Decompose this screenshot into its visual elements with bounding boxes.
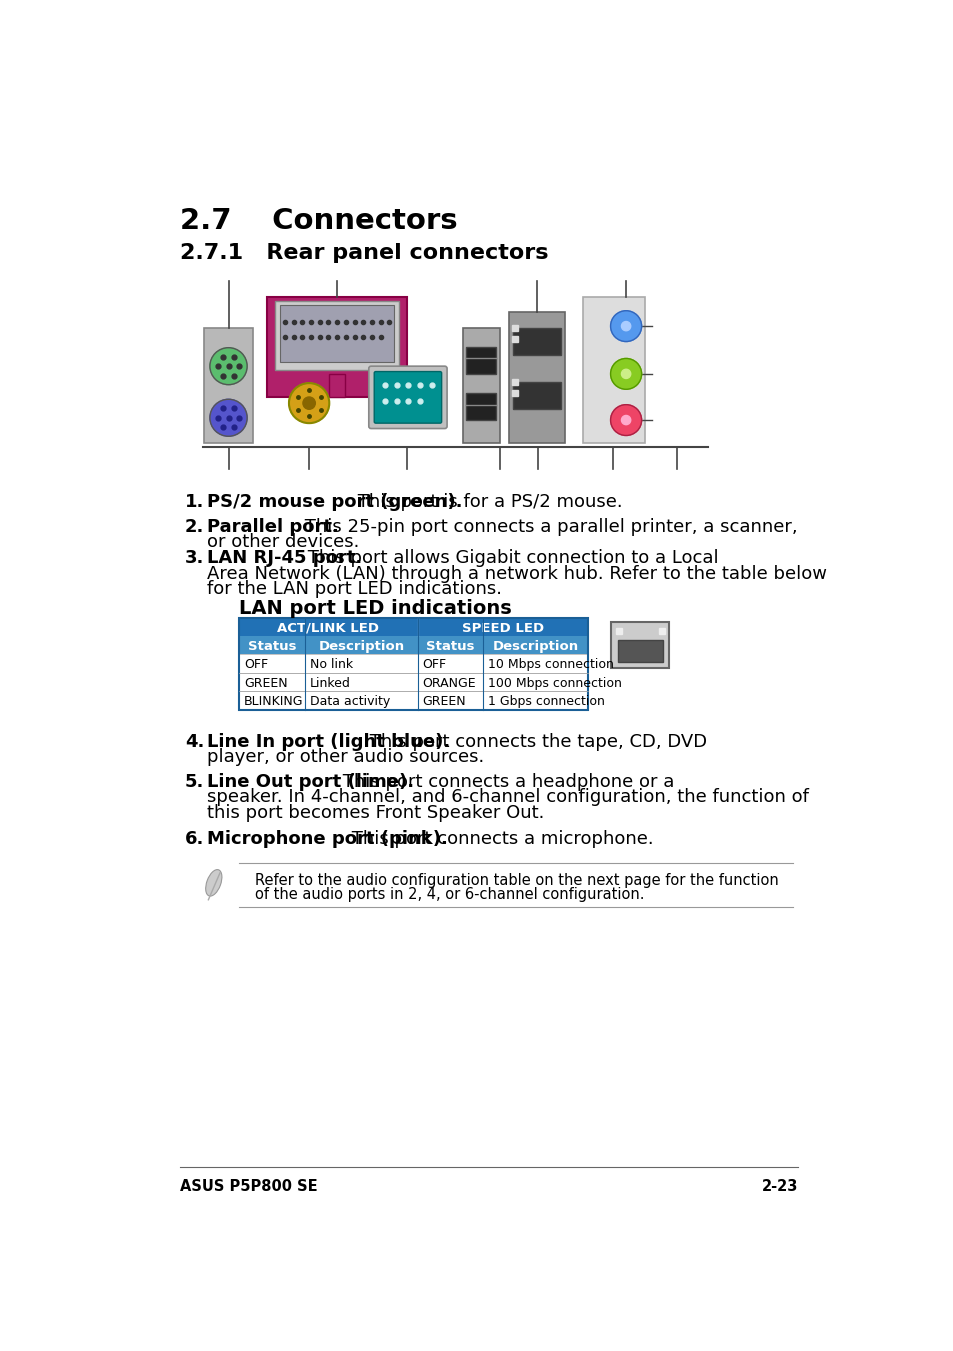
- Bar: [617, 640, 662, 662]
- Text: Microphone port (pink).: Microphone port (pink).: [207, 831, 447, 848]
- Bar: [582, 297, 644, 443]
- Text: this port becomes Front Speaker Out.: this port becomes Front Speaker Out.: [207, 804, 543, 821]
- Text: 100 Mbps connection: 100 Mbps connection: [488, 677, 621, 690]
- Text: 1.: 1.: [185, 493, 204, 511]
- Text: ACT/LINK LED: ACT/LINK LED: [277, 621, 379, 635]
- Text: 1 Gbps connection: 1 Gbps connection: [488, 696, 604, 708]
- Text: 4.: 4.: [185, 732, 204, 751]
- Bar: [267, 297, 406, 397]
- Bar: [280, 304, 394, 362]
- Text: 2.7    Connectors: 2.7 Connectors: [179, 207, 456, 235]
- Text: Description: Description: [493, 640, 578, 653]
- Bar: [239, 692, 587, 709]
- Circle shape: [210, 347, 247, 385]
- Circle shape: [210, 400, 247, 436]
- Text: 2.: 2.: [185, 517, 204, 536]
- Text: ASUS P5P800 SE: ASUS P5P800 SE: [179, 1178, 317, 1193]
- Text: 10 Mbps connection: 10 Mbps connection: [488, 658, 614, 671]
- Text: Status: Status: [426, 640, 475, 653]
- Text: Refer to the audio configuration table on the next page for the function: Refer to the audio configuration table o…: [254, 873, 778, 888]
- Text: for the LAN port LED indications.: for the LAN port LED indications.: [207, 580, 501, 598]
- Bar: [329, 374, 344, 397]
- Circle shape: [289, 384, 329, 423]
- FancyBboxPatch shape: [369, 366, 447, 428]
- Text: Data activity: Data activity: [310, 696, 390, 708]
- Text: OFF: OFF: [422, 658, 446, 671]
- Text: Status: Status: [248, 640, 296, 653]
- Text: SPEED LED: SPEED LED: [461, 621, 543, 635]
- Text: or other devices.: or other devices.: [207, 534, 359, 551]
- Text: Area Network (LAN) through a network hub. Refer to the table below: Area Network (LAN) through a network hub…: [207, 565, 826, 582]
- Text: LAN RJ-45 port.: LAN RJ-45 port.: [207, 550, 362, 567]
- Text: Description: Description: [318, 640, 404, 653]
- Text: ORANGE: ORANGE: [422, 677, 476, 690]
- FancyBboxPatch shape: [374, 372, 441, 423]
- Bar: [239, 617, 587, 709]
- Circle shape: [620, 416, 630, 424]
- Bar: [466, 393, 496, 420]
- Bar: [513, 328, 560, 354]
- Text: Line Out port (lime).: Line Out port (lime).: [207, 773, 414, 790]
- Text: OFF: OFF: [244, 658, 268, 671]
- Bar: [239, 636, 587, 654]
- Text: of the audio ports in 2, 4, or 6-channel configuration.: of the audio ports in 2, 4, or 6-channel…: [254, 888, 643, 902]
- Text: 5.: 5.: [185, 773, 204, 790]
- Circle shape: [303, 397, 315, 409]
- Bar: [274, 301, 398, 370]
- Circle shape: [610, 311, 641, 342]
- Text: This port allows Gigabit connection to a Local: This port allows Gigabit connection to a…: [302, 550, 718, 567]
- Circle shape: [620, 322, 630, 331]
- Bar: [611, 621, 669, 667]
- Bar: [239, 654, 587, 673]
- Text: 6.: 6.: [185, 831, 204, 848]
- Text: This port connects a headphone or a: This port connects a headphone or a: [336, 773, 674, 790]
- Text: No link: No link: [310, 658, 353, 671]
- Bar: [462, 328, 499, 443]
- Text: 3.: 3.: [185, 550, 204, 567]
- Text: This 25-pin port connects a parallel printer, a scanner,: This 25-pin port connects a parallel pri…: [298, 517, 797, 536]
- Bar: [509, 312, 564, 443]
- Text: Parallel port.: Parallel port.: [207, 517, 338, 536]
- Text: Line In port (light blue).: Line In port (light blue).: [207, 732, 450, 751]
- Text: Linked: Linked: [310, 677, 351, 690]
- Bar: [466, 347, 496, 374]
- Text: 2.7.1   Rear panel connectors: 2.7.1 Rear panel connectors: [179, 243, 548, 263]
- Bar: [239, 673, 587, 692]
- Bar: [513, 381, 560, 408]
- Text: LAN port LED indications: LAN port LED indications: [239, 600, 512, 619]
- Bar: [239, 617, 587, 636]
- Bar: [204, 328, 253, 443]
- Circle shape: [620, 369, 630, 378]
- Circle shape: [610, 358, 641, 389]
- Text: This port connects a microphone.: This port connects a microphone.: [346, 831, 653, 848]
- Text: GREEN: GREEN: [244, 677, 288, 690]
- Text: BLINKING: BLINKING: [244, 696, 303, 708]
- Text: player, or other audio sources.: player, or other audio sources.: [207, 748, 483, 766]
- Text: This port connects the tape, CD, DVD: This port connects the tape, CD, DVD: [364, 732, 706, 751]
- Text: 2-23: 2-23: [761, 1178, 798, 1193]
- Text: speaker. In 4-channel, and 6-channel configuration, the function of: speaker. In 4-channel, and 6-channel con…: [207, 788, 808, 807]
- Text: This port is for a PS/2 mouse.: This port is for a PS/2 mouse.: [352, 493, 622, 511]
- Text: PS/2 mouse port (green).: PS/2 mouse port (green).: [207, 493, 462, 511]
- Ellipse shape: [206, 870, 222, 896]
- Circle shape: [610, 405, 641, 435]
- Text: GREEN: GREEN: [422, 696, 465, 708]
